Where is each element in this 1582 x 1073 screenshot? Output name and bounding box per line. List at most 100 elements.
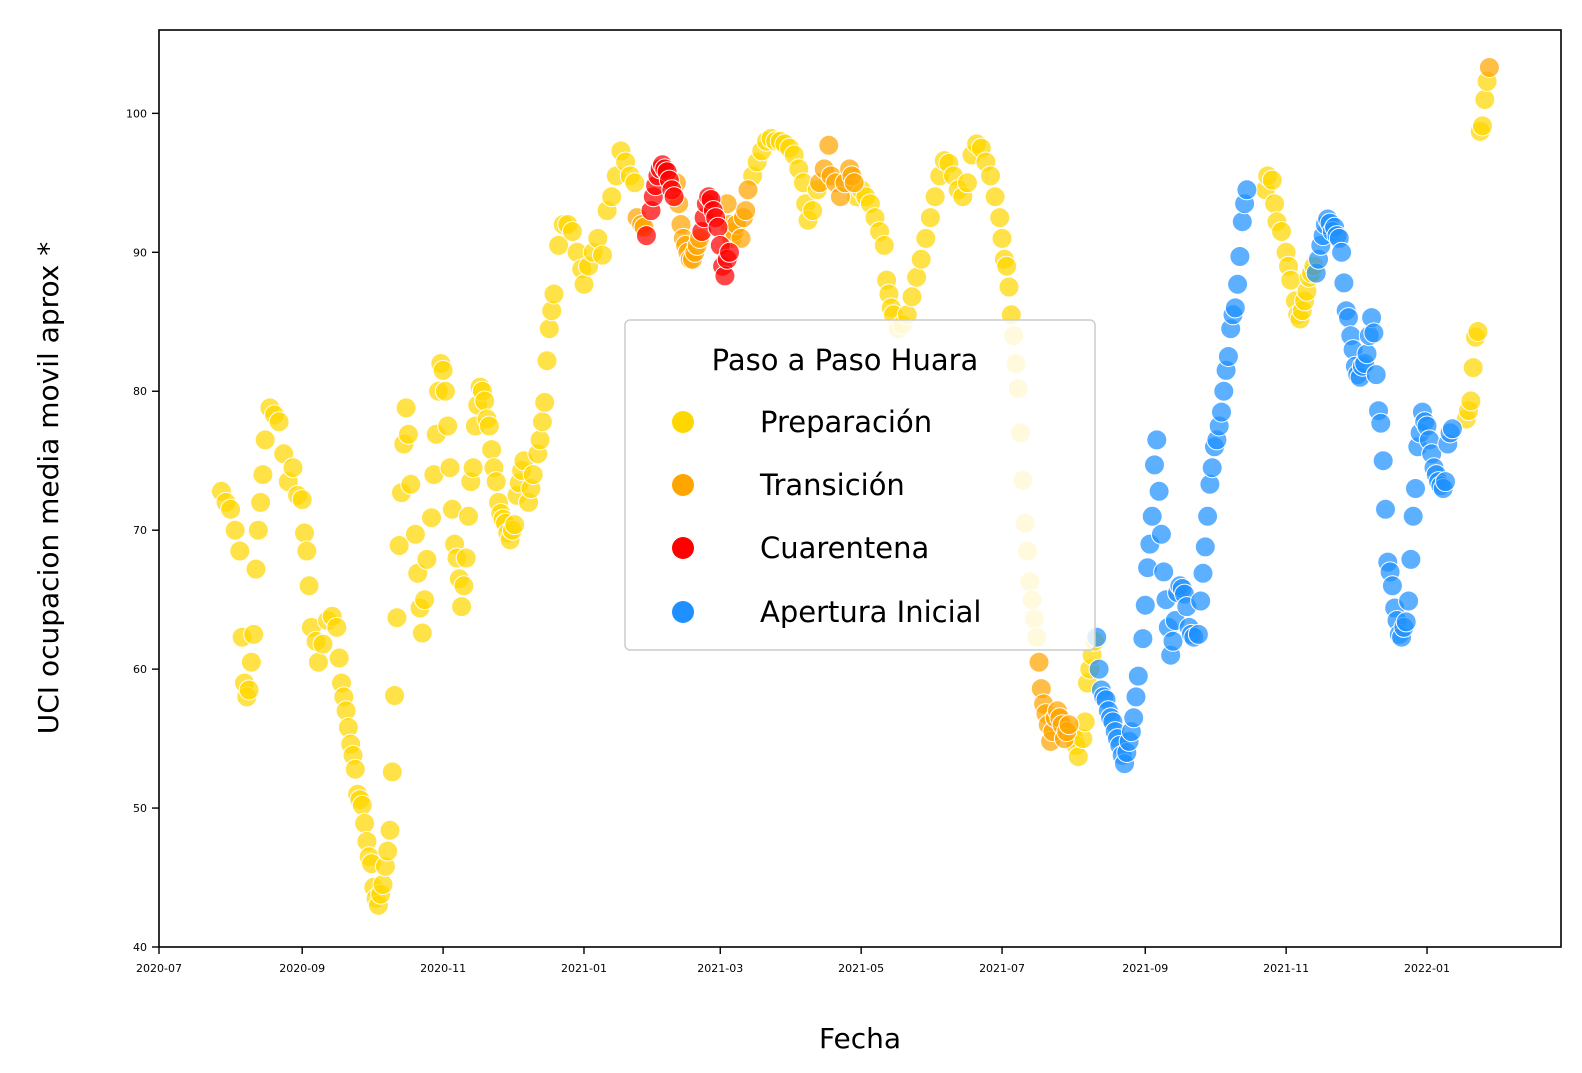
x-tick-label: 2021-07 xyxy=(979,962,1025,975)
data-point-preparacion xyxy=(434,380,456,402)
data-point-apertura-inicial xyxy=(1146,429,1168,451)
data-point-apertura-inicial xyxy=(1402,505,1424,527)
legend-marker-transicion xyxy=(672,474,694,496)
data-point-preparacion xyxy=(485,471,507,493)
data-point-preparacion xyxy=(534,391,556,413)
legend: Paso a Paso Huara Preparación Transición… xyxy=(624,319,1096,651)
data-point-preparacion xyxy=(372,874,394,895)
data-point-preparacion xyxy=(294,522,315,544)
y-axis: 40 50 60 70 80 90 100 xyxy=(126,107,159,954)
data-point-apertura-inicial xyxy=(1125,686,1147,708)
data-point-preparacion xyxy=(384,685,406,706)
legend-label-transicion: Transición xyxy=(759,468,905,502)
data-point-preparacion xyxy=(481,439,503,461)
data-point-transicion xyxy=(843,172,865,194)
data-point-apertura-inicial xyxy=(1141,505,1163,527)
data-point-apertura-inicial xyxy=(1134,594,1156,616)
data-point-preparacion xyxy=(573,273,595,295)
data-point-preparacion xyxy=(1261,169,1283,191)
data-point-transicion xyxy=(730,227,752,249)
legend-label-apertura-inicial: Apertura Inicial xyxy=(760,595,982,629)
data-point-preparacion xyxy=(404,523,426,545)
data-point-cuarentena xyxy=(663,186,685,208)
data-point-apertura-inicial xyxy=(1132,628,1154,650)
y-tick-label: 40 xyxy=(133,941,147,954)
x-tick-label: 2020-09 xyxy=(279,962,325,975)
data-point-apertura-inicial xyxy=(1405,478,1426,499)
data-point-preparacion xyxy=(312,633,334,655)
data-point-transicion xyxy=(737,179,759,201)
data-point-preparacion xyxy=(296,540,318,562)
y-tick-label: 50 xyxy=(133,802,147,815)
data-point-apertura-inicial xyxy=(1148,480,1170,502)
x-tick-label: 2022-01 xyxy=(1404,962,1450,975)
data-point-apertura-inicial xyxy=(1400,548,1422,570)
data-point-cuarentena xyxy=(635,225,657,247)
data-points xyxy=(210,57,1500,916)
data-point-preparacion xyxy=(432,359,454,381)
data-point-preparacion xyxy=(458,505,479,527)
data-point-transicion xyxy=(1028,651,1050,673)
data-point-apertura-inicial xyxy=(1211,401,1232,423)
data-point-apertura-inicial xyxy=(1217,346,1239,367)
data-point-preparacion xyxy=(561,221,583,242)
y-axis-label: UCI ocupacion media movil aprox * xyxy=(32,242,65,734)
data-point-preparacion xyxy=(344,758,366,780)
data-point-apertura-inicial xyxy=(1127,665,1149,687)
data-point-apertura-inicial xyxy=(1213,380,1235,402)
data-point-preparacion xyxy=(437,415,459,437)
data-point-apertura-inicial xyxy=(1190,590,1212,612)
data-point-preparacion xyxy=(414,589,436,611)
data-point-preparacion xyxy=(379,819,401,841)
x-axis-label: Fecha xyxy=(819,1022,901,1055)
y-tick-label: 80 xyxy=(133,385,147,398)
data-point-preparacion xyxy=(601,186,623,208)
data-point-preparacion xyxy=(439,457,461,479)
data-point-preparacion xyxy=(901,286,923,308)
data-point-preparacion xyxy=(328,647,350,669)
data-point-preparacion xyxy=(416,548,438,570)
data-point-preparacion xyxy=(291,489,313,511)
data-point-preparacion xyxy=(474,390,496,412)
data-point-apertura-inicial xyxy=(1187,623,1209,645)
data-point-preparacion xyxy=(229,540,251,562)
data-point-apertura-inicial xyxy=(1224,297,1246,319)
legend-marker-apertura-inicial xyxy=(672,601,694,623)
data-point-preparacion xyxy=(802,200,824,222)
data-point-preparacion xyxy=(1460,390,1482,412)
data-point-preparacion xyxy=(250,491,272,513)
data-point-preparacion xyxy=(998,276,1020,298)
data-point-preparacion xyxy=(455,547,477,569)
data-point-preparacion xyxy=(421,507,442,529)
data-point-preparacion xyxy=(1264,193,1286,215)
data-point-apertura-inicial xyxy=(1144,454,1165,476)
data-point-apertura-inicial xyxy=(1194,536,1216,558)
data-point-preparacion xyxy=(243,623,265,645)
data-point-preparacion xyxy=(536,350,558,372)
data-point-preparacion xyxy=(538,318,560,340)
data-point-preparacion xyxy=(381,761,403,783)
data-point-preparacion xyxy=(1467,321,1489,342)
data-point-preparacion xyxy=(326,616,348,638)
data-point-preparacion xyxy=(478,415,500,437)
data-point-preparacion xyxy=(529,429,551,451)
data-point-preparacion xyxy=(543,283,565,305)
data-point-preparacion xyxy=(1472,115,1493,137)
x-tick-label: 2020-11 xyxy=(420,962,466,975)
data-point-apertura-inicial xyxy=(1370,412,1392,434)
data-point-apertura-inicial xyxy=(1197,505,1219,527)
x-tick-label: 2021-01 xyxy=(561,962,607,975)
data-point-preparacion xyxy=(451,596,473,618)
data-point-preparacion xyxy=(254,429,276,451)
data-point-preparacion xyxy=(624,172,646,194)
data-point-transicion xyxy=(735,200,757,222)
data-point-preparacion xyxy=(996,255,1018,277)
data-point-preparacion xyxy=(354,812,376,834)
data-point-apertura-inicial xyxy=(1201,457,1223,479)
y-tick-label: 60 xyxy=(133,663,147,676)
data-point-cuarentena xyxy=(707,216,729,238)
legend-marker-preparacion xyxy=(672,411,694,433)
data-point-apertura-inicial xyxy=(1227,273,1249,295)
data-point-preparacion xyxy=(1474,89,1496,110)
